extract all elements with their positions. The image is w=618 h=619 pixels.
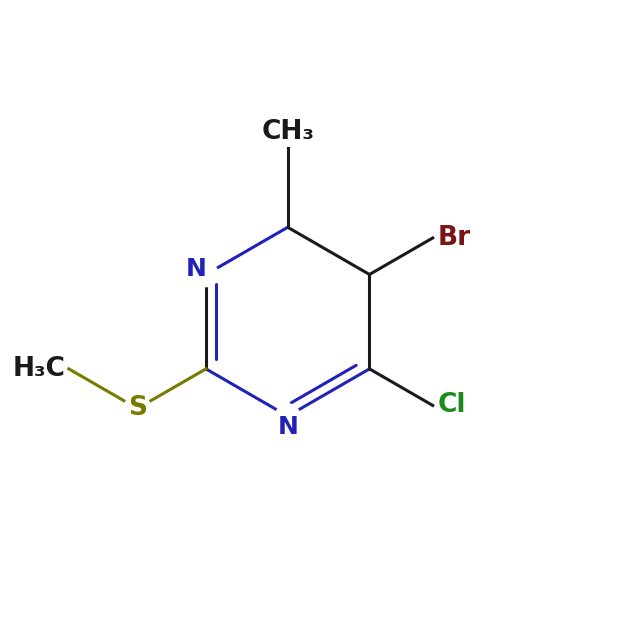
Text: Cl: Cl — [438, 392, 466, 418]
Text: N: N — [186, 257, 207, 281]
Text: S: S — [128, 396, 147, 422]
Text: CH₃: CH₃ — [261, 119, 314, 145]
Text: Br: Br — [438, 225, 471, 251]
Text: H₃C: H₃C — [13, 356, 66, 382]
Circle shape — [124, 395, 151, 422]
Circle shape — [276, 404, 300, 428]
Text: N: N — [277, 415, 298, 439]
Circle shape — [194, 262, 218, 287]
